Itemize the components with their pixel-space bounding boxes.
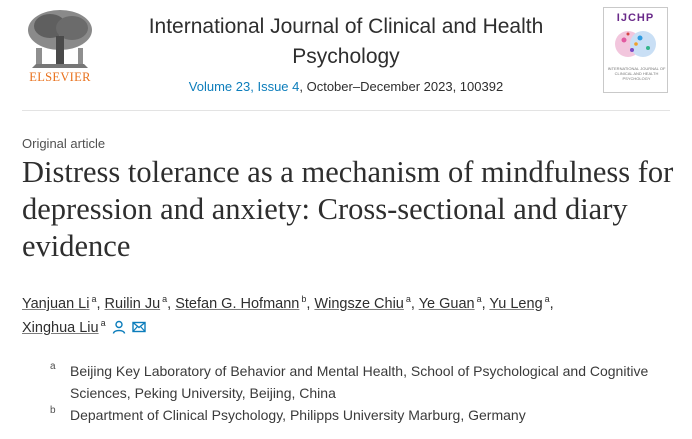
issue-date: , October–December 2023, 100392 (299, 79, 504, 94)
article-type: Original article (22, 136, 106, 151)
author-list: Yanjuan Li a, Ruilin Ju a, Stefan G. Hofma… (22, 294, 554, 336)
author-5[interactable]: Yu Leng a (489, 294, 550, 312)
author-affiliation-mark[interactable]: b (301, 294, 307, 305)
mail-icon[interactable] (131, 320, 146, 334)
article-title: Distress tolerance as a mechanism of min… (22, 155, 674, 263)
author-0[interactable]: Yanjuan Li a (22, 294, 97, 312)
author-name[interactable]: Ruilin Ju (104, 296, 161, 312)
affiliation-b: b Department of Clinical Psychology, Phi… (50, 404, 650, 426)
author-3[interactable]: Wingsze Chiu a (314, 294, 411, 312)
author-affiliation-mark[interactable]: a (91, 294, 97, 305)
cover-acronym: IJCHP (616, 12, 655, 24)
affiliation-text: Department of Clinical Psychology, Phili… (70, 407, 526, 423)
elsevier-tree-logo[interactable] (22, 8, 98, 90)
author-name[interactable]: Stefan G. Hofmann (175, 296, 300, 312)
author-name[interactable]: Wingsze Chiu (314, 296, 404, 312)
author-6[interactable]: Xinghua Liu a (22, 318, 106, 336)
issue-link[interactable]: Volume 23, Issue 4 (188, 79, 300, 94)
affiliation-label: a (50, 361, 56, 372)
author-name[interactable]: Yanjuan Li (22, 296, 90, 312)
author-affiliation-mark[interactable]: a (100, 318, 106, 329)
cover-brain-illustration (615, 31, 656, 57)
author-name[interactable]: Xinghua Liu (22, 320, 99, 336)
journal-title-link[interactable]: International Journal of Clinical and He… (148, 15, 544, 68)
affiliation-label: b (50, 405, 56, 416)
journal-cover-thumbnail[interactable]: IJCHP INTERNATIONAL JOURNAL OF CLINICAL … (603, 7, 668, 93)
header-divider (22, 110, 670, 111)
affiliation-list: a Beijing Key Laboratory of Behavior and… (50, 360, 650, 426)
author-4[interactable]: Ye Guan a (418, 294, 482, 312)
affiliation-text: Beijing Key Laboratory of Behavior and M… (70, 363, 649, 401)
author-affiliation-mark[interactable]: a (162, 294, 168, 305)
author-1[interactable]: Ruilin Ju a (104, 294, 168, 312)
author-affiliation-mark[interactable]: a (405, 294, 411, 305)
author-2[interactable]: Stefan G. Hofmann b (175, 294, 307, 312)
journal-issue-meta: Volume 23, Issue 4, October–December 202… (112, 78, 580, 96)
person-icon[interactable] (112, 320, 126, 334)
affiliation-a: a Beijing Key Laboratory of Behavior and… (50, 360, 650, 404)
author-affiliation-mark[interactable]: a (544, 294, 550, 305)
cover-caption: INTERNATIONAL JOURNAL OF CLINICAL AND HE… (607, 66, 666, 81)
author-affiliation-mark[interactable]: a (476, 294, 482, 305)
journal-block: International Journal of Clinical and He… (112, 12, 580, 96)
journal-header: ELSEVIER International Journal of Clinic… (0, 0, 692, 110)
author-name[interactable]: Ye Guan (418, 296, 475, 312)
publisher-name: ELSEVIER (29, 70, 91, 84)
author-name[interactable]: Yu Leng (489, 296, 543, 312)
